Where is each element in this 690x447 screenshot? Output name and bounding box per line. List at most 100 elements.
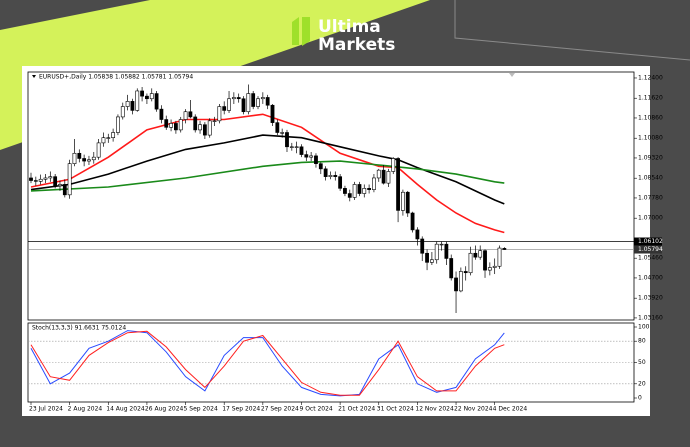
candle-body bbox=[111, 132, 116, 139]
y-tick-label: 1.07780 bbox=[638, 194, 663, 201]
chart-title: EURUSD+,Daily 1.05838 1.05882 1.05781 1.… bbox=[39, 74, 193, 81]
candle-body bbox=[294, 146, 299, 148]
candle-body bbox=[458, 271, 463, 292]
candle-body bbox=[473, 252, 478, 258]
y-tick-label: 0 bbox=[638, 395, 642, 402]
level-label-box bbox=[634, 237, 662, 246]
candle-body bbox=[449, 258, 454, 279]
candle-body bbox=[62, 184, 67, 196]
candle-body bbox=[140, 90, 144, 97]
candle-body bbox=[43, 177, 48, 180]
candle-body bbox=[338, 176, 343, 189]
candle-body bbox=[391, 158, 396, 172]
candle-body bbox=[381, 169, 386, 184]
x-tick-label: 27 Sep 2024 bbox=[261, 406, 299, 413]
logo-mark bbox=[292, 17, 299, 45]
candle-body bbox=[357, 184, 362, 194]
y-tick-label: 1.10860 bbox=[638, 114, 663, 121]
brand-name: Ultima bbox=[318, 17, 381, 37]
candle-body bbox=[454, 277, 458, 292]
x-tick-label: 17 Sep 2024 bbox=[222, 406, 260, 413]
series-line bbox=[30, 330, 505, 397]
x-tick-label: 9 Oct 2024 bbox=[299, 406, 332, 413]
x-tick-label: 22 Nov 2024 bbox=[454, 406, 493, 413]
candle-body bbox=[289, 146, 294, 148]
y-tick-label: 50 bbox=[638, 359, 646, 366]
candle-body bbox=[67, 163, 72, 196]
y-tick-label: 1.05460 bbox=[638, 255, 663, 262]
y-tick-label: 1.04700 bbox=[638, 274, 663, 281]
candle-body bbox=[410, 212, 415, 231]
y-tick-label: 1.08540 bbox=[638, 175, 663, 182]
candle-body bbox=[256, 98, 260, 107]
candle-body bbox=[343, 188, 347, 194]
series-line bbox=[30, 134, 505, 205]
y-tick-label: 1.03160 bbox=[638, 314, 663, 321]
y-tick-label: 1.10080 bbox=[638, 135, 663, 142]
candle-body bbox=[362, 188, 367, 194]
x-tick-label: 23 Jul 2024 bbox=[29, 406, 63, 413]
x-tick-label: 21 Oct 2024 bbox=[338, 406, 375, 413]
candle-body bbox=[96, 142, 101, 158]
level-label: 1.06102 bbox=[638, 238, 663, 245]
candle-body bbox=[251, 93, 256, 107]
candle-body bbox=[401, 191, 405, 211]
candle-body bbox=[135, 90, 140, 111]
brand-name: Markets bbox=[318, 35, 395, 55]
y-tick-label: 1.03920 bbox=[638, 295, 663, 302]
candle-body bbox=[87, 159, 91, 162]
candle-body bbox=[386, 171, 391, 184]
candle-body bbox=[38, 178, 43, 182]
candle-body bbox=[154, 93, 159, 110]
candle-body bbox=[33, 180, 38, 182]
candle-body bbox=[72, 152, 77, 164]
series-line bbox=[30, 113, 505, 234]
candle-body bbox=[304, 154, 309, 158]
candle-body bbox=[415, 229, 420, 240]
candle-body bbox=[420, 238, 425, 254]
candle-body bbox=[285, 132, 289, 148]
x-tick-label: 4 Dec 2024 bbox=[493, 406, 528, 413]
candle-body bbox=[198, 124, 202, 131]
candle-body bbox=[53, 176, 58, 187]
candle-body bbox=[125, 101, 130, 107]
candle-body bbox=[58, 184, 62, 187]
candle-body bbox=[483, 250, 487, 271]
candle-body bbox=[231, 97, 236, 100]
candle-body bbox=[164, 119, 169, 128]
candle-body bbox=[149, 93, 154, 100]
indicator-title: Stoch(13,3,3) 91.6631 75.0124 bbox=[32, 325, 126, 332]
candle-body bbox=[376, 169, 381, 179]
candle-body bbox=[502, 248, 507, 250]
candle-body bbox=[91, 156, 96, 161]
x-tick-label: 31 Oct 2024 bbox=[377, 406, 414, 413]
candle-body bbox=[478, 250, 483, 258]
y-tick-label: 1.11620 bbox=[638, 95, 663, 102]
level-label-box bbox=[634, 245, 662, 254]
candle-body bbox=[246, 93, 251, 113]
candle-body bbox=[323, 168, 328, 177]
candle-body bbox=[193, 116, 198, 131]
candle-body bbox=[169, 123, 173, 128]
candle-body bbox=[101, 137, 106, 144]
candle-body bbox=[318, 163, 323, 170]
candle-body bbox=[429, 259, 434, 263]
candle-body bbox=[29, 177, 33, 181]
y-tick-label: 1.07000 bbox=[638, 215, 663, 222]
candle-body bbox=[434, 243, 439, 261]
candle-body bbox=[188, 111, 193, 118]
decor-line bbox=[454, 0, 690, 61]
candle-body bbox=[116, 116, 120, 133]
candle-body bbox=[328, 175, 333, 177]
candle-body bbox=[236, 97, 241, 100]
candle-body bbox=[314, 155, 318, 164]
candle-body bbox=[444, 243, 449, 259]
candle-body bbox=[396, 158, 400, 211]
candle-body bbox=[82, 158, 87, 162]
candle-body bbox=[309, 155, 314, 158]
candle-body bbox=[270, 104, 275, 123]
y-tick-label: 20 bbox=[638, 380, 646, 387]
y-tick-label: 1.12400 bbox=[638, 74, 663, 81]
chart-panel bbox=[22, 66, 650, 416]
x-tick-label: 14 Aug 2024 bbox=[106, 406, 145, 413]
